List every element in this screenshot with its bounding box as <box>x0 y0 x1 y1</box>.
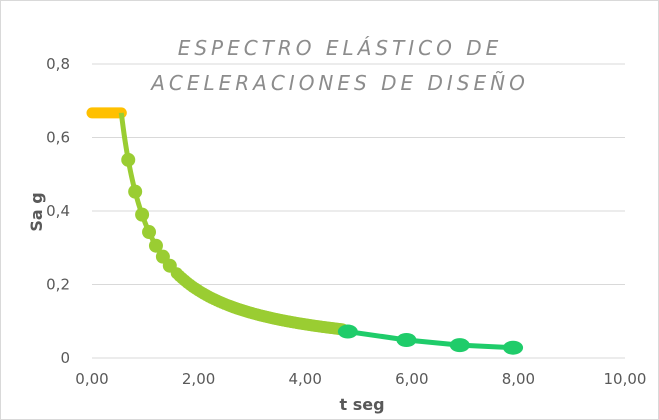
x-axis-label: t seg <box>339 395 384 414</box>
y-tick-1: 0,2 <box>46 276 70 294</box>
x-tick-5: 10,00 <box>604 370 647 388</box>
descending-marker-2 <box>135 207 150 222</box>
long-period-marker-0 <box>337 324 358 339</box>
descending-marker-1 <box>128 184 143 199</box>
y-tick-3: 0,6 <box>46 129 70 147</box>
y-tick-0: 0 <box>60 349 70 367</box>
chart-title-line-1: ESPECTRO ELÁSTICO DE <box>178 36 503 60</box>
chart-title-line-2: ACELERACIONES DE DISEÑO <box>149 71 529 95</box>
descending-marker-0 <box>121 152 136 167</box>
descending-marker-3 <box>142 225 157 240</box>
y-tick-2: 0,4 <box>46 202 70 220</box>
x-tick-3: 6,00 <box>395 370 428 388</box>
x-tick-1: 2,00 <box>182 370 215 388</box>
x-tick-0: 0,00 <box>75 370 108 388</box>
y-axis-label: Sa g <box>27 192 46 231</box>
long-period-marker-2 <box>449 338 470 353</box>
long-period-line <box>341 327 514 351</box>
x-tick-labels: 0,00 2,00 4,00 6,00 8,00 10,00 <box>75 370 646 388</box>
long-period-marker-3 <box>503 340 524 355</box>
series-group <box>86 107 524 355</box>
x-tick-2: 4,00 <box>288 370 321 388</box>
descending-branch-line <box>118 112 343 332</box>
y-tick-4: 0,8 <box>46 55 70 73</box>
long-period-marker-1 <box>396 332 417 347</box>
x-tick-4: 8,00 <box>502 370 535 388</box>
y-tick-labels: 0 0,2 0,4 0,6 0,8 <box>46 55 70 367</box>
gridlines <box>92 63 625 359</box>
descending-marker-4 <box>148 238 163 253</box>
